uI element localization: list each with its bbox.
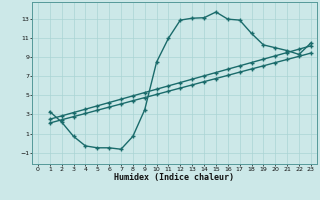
X-axis label: Humidex (Indice chaleur): Humidex (Indice chaleur) [115,173,234,182]
